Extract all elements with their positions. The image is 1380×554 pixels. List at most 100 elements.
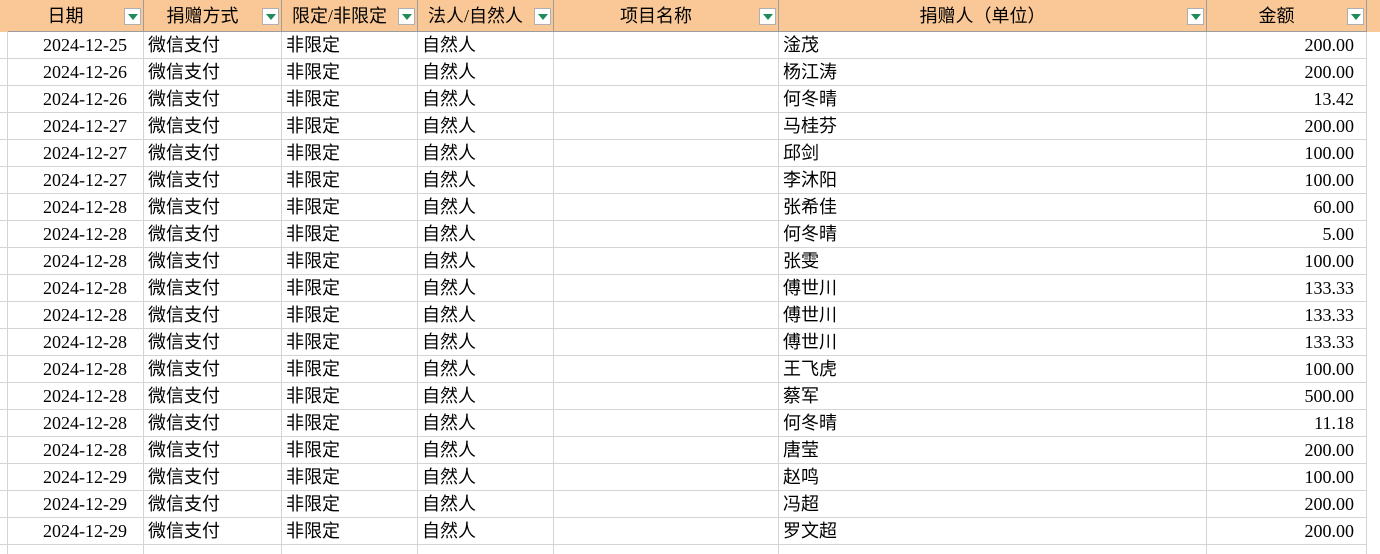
cell: 133.33 [1207, 329, 1367, 356]
row-edge [0, 112, 8, 113]
cell: 蔡军 [779, 383, 1207, 410]
cell [554, 518, 779, 545]
cell: 自然人 [418, 437, 554, 464]
cell: 自然人 [418, 518, 554, 545]
cell [554, 410, 779, 437]
cell [418, 545, 554, 554]
cell [554, 329, 779, 356]
cell: 非限定 [282, 113, 418, 140]
row-edge [0, 490, 8, 491]
cell [144, 545, 282, 554]
cell: 非限定 [282, 410, 418, 437]
cell: 微信支付 [144, 464, 282, 491]
cell: 133.33 [1207, 275, 1367, 302]
cell: 200.00 [1207, 437, 1367, 464]
cell: 自然人 [418, 356, 554, 383]
cell: 2024-12-28 [8, 302, 144, 329]
cell: 100.00 [1207, 167, 1367, 194]
cell: 赵鸣 [779, 464, 1207, 491]
cell: 邱剑 [779, 140, 1207, 167]
cell: 2024-12-28 [8, 329, 144, 356]
cell: 2024-12-29 [8, 518, 144, 545]
cell: 100.00 [1207, 140, 1367, 167]
cell: 13.42 [1207, 86, 1367, 113]
cell [554, 221, 779, 248]
cell: 自然人 [418, 302, 554, 329]
cell: 微信支付 [144, 410, 282, 437]
row-edge [0, 58, 8, 59]
cell: 2024-12-26 [8, 59, 144, 86]
cell [554, 32, 779, 59]
cell: 2024-12-28 [8, 221, 144, 248]
cell: 自然人 [418, 383, 554, 410]
cell: 2024-12-29 [8, 491, 144, 518]
cell [554, 491, 779, 518]
cell: 微信支付 [144, 437, 282, 464]
cell: 傅世川 [779, 302, 1207, 329]
cell: 微信支付 [144, 221, 282, 248]
row-edge [0, 463, 8, 464]
cell [554, 545, 779, 554]
cell: 5.00 [1207, 221, 1367, 248]
cell: 杨江涛 [779, 59, 1207, 86]
cell: 微信支付 [144, 59, 282, 86]
cell: 200.00 [1207, 491, 1367, 518]
filter-button[interactable] [534, 8, 551, 25]
filter-button[interactable] [262, 8, 279, 25]
cell: 非限定 [282, 518, 418, 545]
cell: 微信支付 [144, 329, 282, 356]
cell: 133.33 [1207, 302, 1367, 329]
filter-button[interactable] [398, 8, 415, 25]
header-cell: 限定/非限定 [282, 0, 418, 32]
cell: 微信支付 [144, 302, 282, 329]
header-edge [1367, 0, 1380, 32]
cell: 非限定 [282, 221, 418, 248]
cell: 自然人 [418, 248, 554, 275]
cell: 2024-12-28 [8, 248, 144, 275]
cell: 何冬晴 [779, 221, 1207, 248]
row-edge [0, 139, 8, 140]
cell: 非限定 [282, 356, 418, 383]
cell [554, 464, 779, 491]
cell: 何冬晴 [779, 86, 1207, 113]
row-edge [0, 355, 8, 356]
cell: 非限定 [282, 248, 418, 275]
header-cell: 法人/自然人 [418, 0, 554, 32]
cell: 傅世川 [779, 275, 1207, 302]
filter-button[interactable] [1347, 8, 1364, 25]
cell: 非限定 [282, 464, 418, 491]
cell: 微信支付 [144, 113, 282, 140]
cell: 100.00 [1207, 356, 1367, 383]
cell: 微信支付 [144, 32, 282, 59]
header-edge [0, 0, 8, 32]
cell: 非限定 [282, 167, 418, 194]
cell: 张希佳 [779, 194, 1207, 221]
cell: 2024-12-28 [8, 194, 144, 221]
row-edge [0, 274, 8, 275]
cell: 李沐阳 [779, 167, 1207, 194]
cell [8, 545, 144, 554]
row-edge [0, 166, 8, 167]
cell: 200.00 [1207, 59, 1367, 86]
cell: 傅世川 [779, 329, 1207, 356]
cell: 2024-12-28 [8, 383, 144, 410]
cell: 王飞虎 [779, 356, 1207, 383]
cell [554, 302, 779, 329]
cell: 何冬晴 [779, 410, 1207, 437]
cell: 微信支付 [144, 383, 282, 410]
cell: 2024-12-27 [8, 113, 144, 140]
filter-button[interactable] [1187, 8, 1204, 25]
cell [779, 545, 1207, 554]
cell: 2024-12-27 [8, 140, 144, 167]
cell: 非限定 [282, 32, 418, 59]
row-edge [0, 409, 8, 410]
filter-button[interactable] [124, 8, 141, 25]
cell: 100.00 [1207, 464, 1367, 491]
header-cell: 捐赠方式 [144, 0, 282, 32]
cell: 自然人 [418, 221, 554, 248]
cell: 微信支付 [144, 86, 282, 113]
cell: 非限定 [282, 140, 418, 167]
cell [554, 275, 779, 302]
row-edge [0, 301, 8, 302]
filter-button[interactable] [759, 8, 776, 25]
